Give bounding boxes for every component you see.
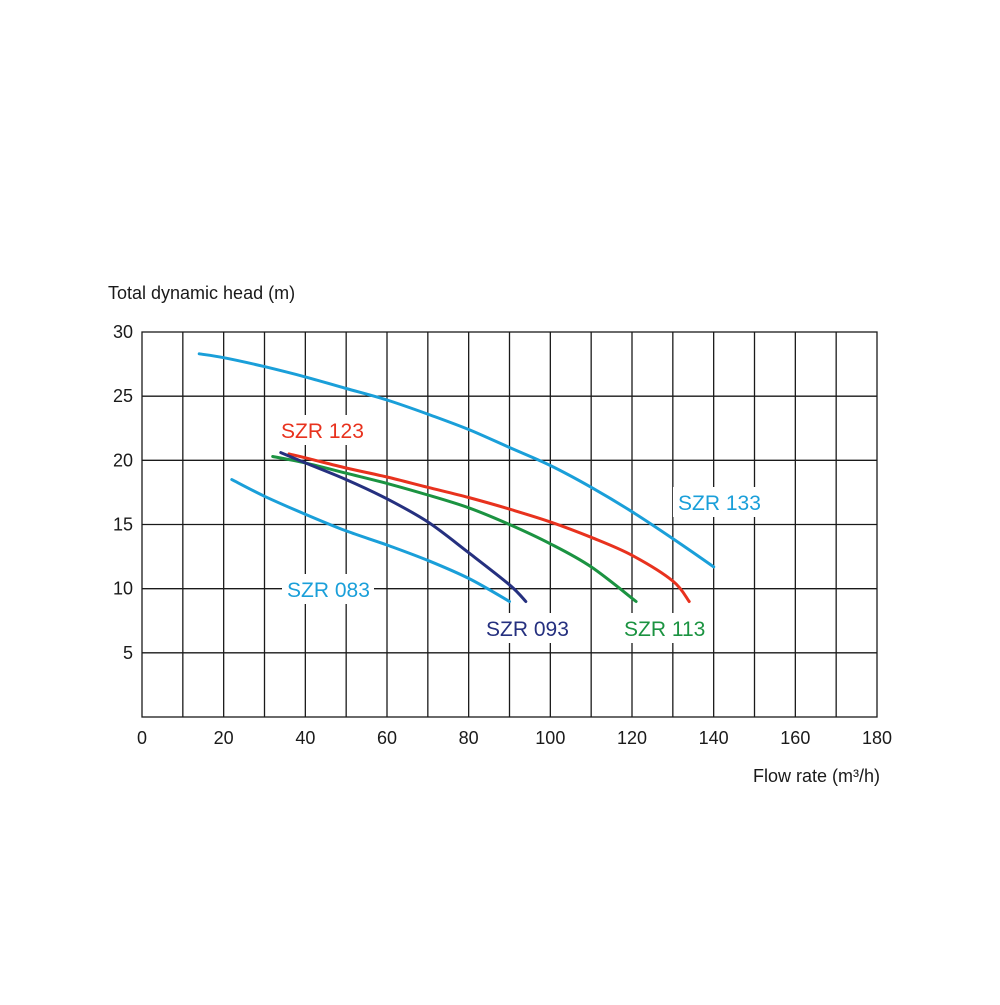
series-line-szr-083 (230, 478, 511, 603)
y-tick-label: 10 (113, 579, 133, 599)
series-label-background (276, 415, 368, 445)
series-label-background (673, 487, 765, 517)
y-axis-title: Total dynamic head (m) (108, 283, 295, 303)
series-line-szr-113 (271, 455, 638, 603)
x-tick-label: 120 (617, 728, 647, 748)
y-tick-label: 15 (113, 515, 133, 535)
x-tick-label: 60 (377, 728, 397, 748)
series-line-szr-123 (287, 452, 691, 603)
x-tick-label: 80 (459, 728, 479, 748)
curves (197, 352, 716, 603)
y-tick-label: 30 (113, 322, 133, 342)
series-label-szr-093: SZR 093 (486, 618, 569, 641)
plot-frame (141, 331, 878, 718)
series-label-background (481, 613, 573, 643)
series-labels: SZR 133 SZR 123 SZR 113 SZR 093 SZR 083 (276, 415, 765, 643)
series-label-szr-083: SZR 083 (287, 579, 370, 602)
x-tick-label: 140 (699, 728, 729, 748)
x-tick-label: 100 (535, 728, 565, 748)
y-tick-label: 25 (113, 386, 133, 406)
x-tick-label: 20 (214, 728, 234, 748)
x-tick-label: 180 (862, 728, 892, 748)
x-tick-label: 160 (780, 728, 810, 748)
series-label-szr-113: SZR 113 (624, 618, 705, 641)
series-label-szr-123: SZR 123 (281, 420, 364, 443)
y-tick-label: 20 (113, 450, 133, 470)
tick-labels: 0 20 40 60 80 100 120 140 160 180 5 10 15 20 25 30 (113, 322, 892, 748)
series-label-szr-133: SZR 133 (678, 492, 761, 515)
series-label-background (282, 574, 374, 604)
series-label-background (619, 613, 711, 643)
x-tick-label: 40 (295, 728, 315, 748)
x-axis-title: Flow rate (m³/h) (753, 766, 880, 786)
y-tick-label: 5 (123, 643, 133, 663)
x-tick-label: 0 (137, 728, 147, 748)
grid (141, 331, 878, 718)
series-line-szr-093 (279, 451, 528, 603)
series-line-szr-133 (197, 352, 716, 569)
